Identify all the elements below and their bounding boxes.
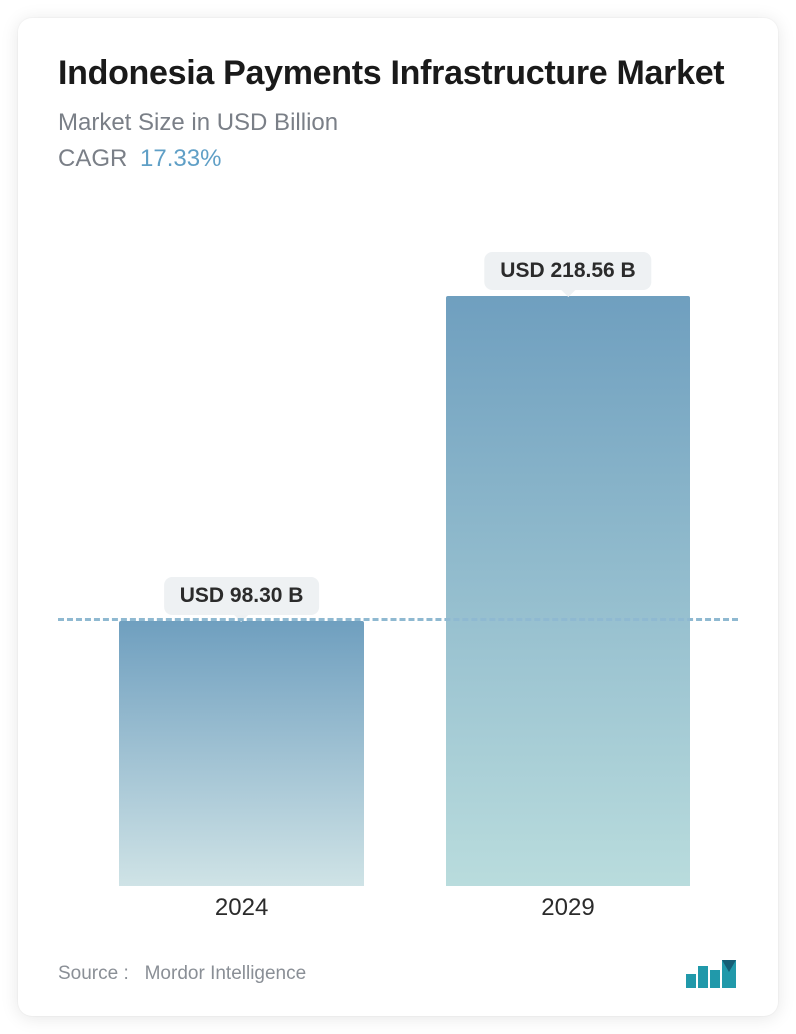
source-name: Mordor Intelligence: [145, 963, 307, 984]
chart-footer: Source : Mordor Intelligence: [58, 956, 738, 992]
cagr-row: CAGR 17.33%: [58, 145, 738, 173]
source-text: Source : Mordor Intelligence: [58, 963, 306, 985]
value-pill-2029: USD 218.56 B: [484, 252, 651, 290]
chart-card: Indonesia Payments Infrastructure Market…: [18, 18, 778, 1016]
chart-title: Indonesia Payments Infrastructure Market: [58, 52, 738, 95]
cagr-value: 17.33%: [140, 145, 221, 172]
bar-2029: [446, 296, 691, 886]
bars-wrap: USD 98.30 BUSD 218.56 B: [58, 296, 738, 886]
chart-subtitle: Market Size in USD Billion: [58, 109, 738, 137]
chart-area: USD 98.30 BUSD 218.56 B 20242029: [58, 191, 738, 957]
x-label-2029: 2029: [541, 894, 594, 922]
cagr-label: CAGR: [58, 145, 127, 172]
guide-line: [58, 618, 738, 621]
source-label: Source :: [58, 963, 129, 984]
x-axis-labels: 2024 2029: [58, 894, 738, 928]
mordor-logo-icon: [684, 958, 738, 990]
value-pill-2024: USD 98.30 B: [164, 577, 320, 615]
x-label-2024: 2024: [215, 894, 268, 922]
bar-2024: [119, 621, 364, 886]
